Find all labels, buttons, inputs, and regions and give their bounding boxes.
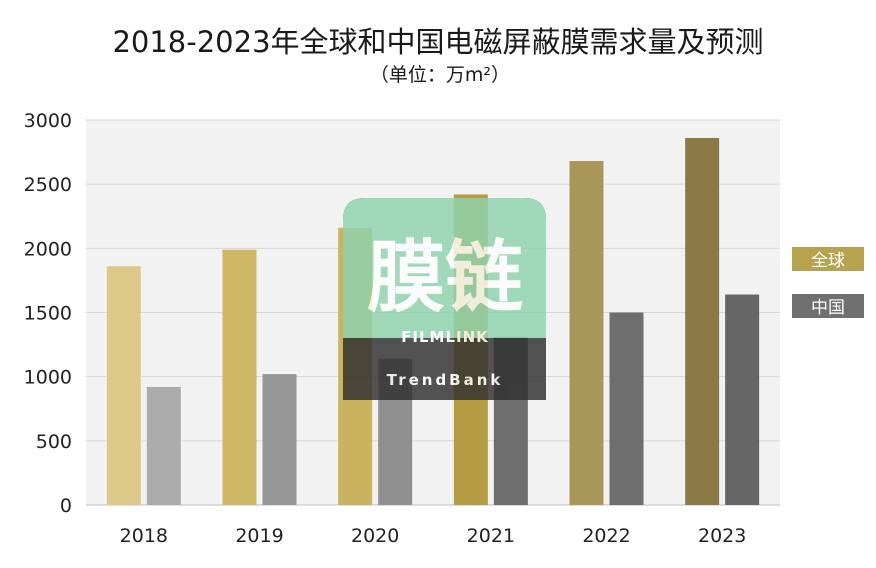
watermark-logo-text: 膜链 [367,233,523,323]
bar-china-2018 [146,386,181,505]
x-axis-ticks: 2018 2019 2020 2021 2022 2023 [120,525,747,547]
x-tick-label: 2021 [467,525,515,547]
bar-global-2019 [222,249,257,505]
bar-china-2019 [262,374,297,505]
x-tick-label: 2018 [120,525,168,547]
legend-swatch-china [792,294,864,318]
bar-global-2023 [685,137,720,505]
bar-global-2022 [569,161,604,506]
x-tick-label: 2019 [235,525,283,547]
y-tick-label: 2500 [24,174,72,196]
y-tick-label: 500 [36,431,72,453]
legend-swatch-global [792,247,864,271]
legend: 全球 中国 [792,247,864,318]
legend-label-china: 中国 [811,298,845,318]
watermark-sub-brand: TrendBank [387,371,504,389]
y-tick-label: 1000 [24,367,72,389]
watermark-brand: FILMLINK [401,328,489,346]
y-tick-label: 1500 [24,303,72,325]
filmlink-logo-watermark: 膜链 FILMLINK TrendBank [343,198,546,400]
chart-title: 2018-2023年全球和中国电磁屏蔽膜需求量及预测 [112,25,763,59]
x-tick-label: 2020 [351,525,399,547]
y-tick-label: 2000 [24,238,72,260]
x-tick-label: 2022 [582,525,630,547]
chart-subtitle: （单位：万m²） [370,64,510,86]
y-tick-label: 3000 [24,110,72,132]
legend-label-global: 全球 [811,251,845,271]
y-tick-label: 0 [60,495,72,517]
y-axis-ticks: 0 500 1000 1500 2000 2500 3000 [24,110,72,517]
bar-china-2022 [609,312,644,505]
bar-china-2023 [725,294,760,505]
bar-global-2018 [106,266,141,505]
watermark-top-panel [343,198,546,338]
x-tick-label: 2023 [698,525,746,547]
